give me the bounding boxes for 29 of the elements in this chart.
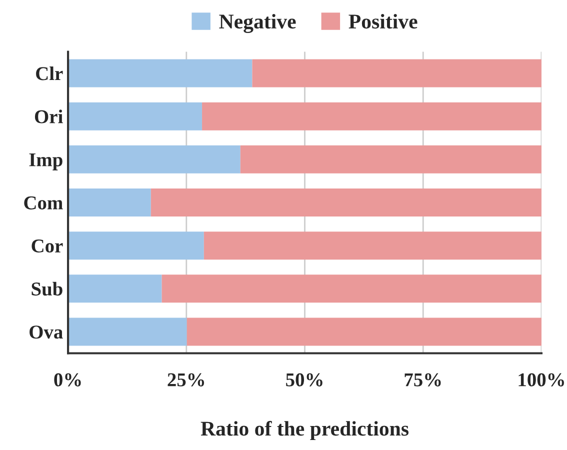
bar <box>68 145 240 174</box>
x-tick-label: 75% <box>404 373 441 386</box>
bar <box>240 145 542 174</box>
x-tick-label: 25% <box>168 373 204 386</box>
bar <box>68 102 202 130</box>
y-tick-label: Ova <box>30 326 63 339</box>
x-tick-label: 50% <box>286 373 322 386</box>
y-tick-label: Sub <box>32 282 62 296</box>
bar <box>186 318 542 346</box>
legend-label: Negative <box>219 14 296 33</box>
bar <box>252 59 542 88</box>
y-tick-label: Imp <box>29 153 62 170</box>
bar <box>68 188 151 216</box>
x-tick-label: 0% <box>54 373 81 386</box>
bar <box>68 318 187 346</box>
bar <box>204 232 542 260</box>
y-tick-label: Clr <box>36 66 63 80</box>
y-tick-label: Cor <box>32 239 63 253</box>
bar <box>68 274 162 303</box>
x-axis-title: Ratio of the predictions <box>200 420 409 440</box>
bar <box>162 274 542 303</box>
y-tick-label: Ori <box>34 110 63 124</box>
bar <box>150 188 542 216</box>
y-tick-label: Com <box>24 196 63 210</box>
bar <box>202 102 542 130</box>
x-tick-label: 100% <box>518 373 564 386</box>
legend-label: Positive <box>348 14 418 29</box>
bar <box>68 232 204 260</box>
bar <box>68 59 252 88</box>
